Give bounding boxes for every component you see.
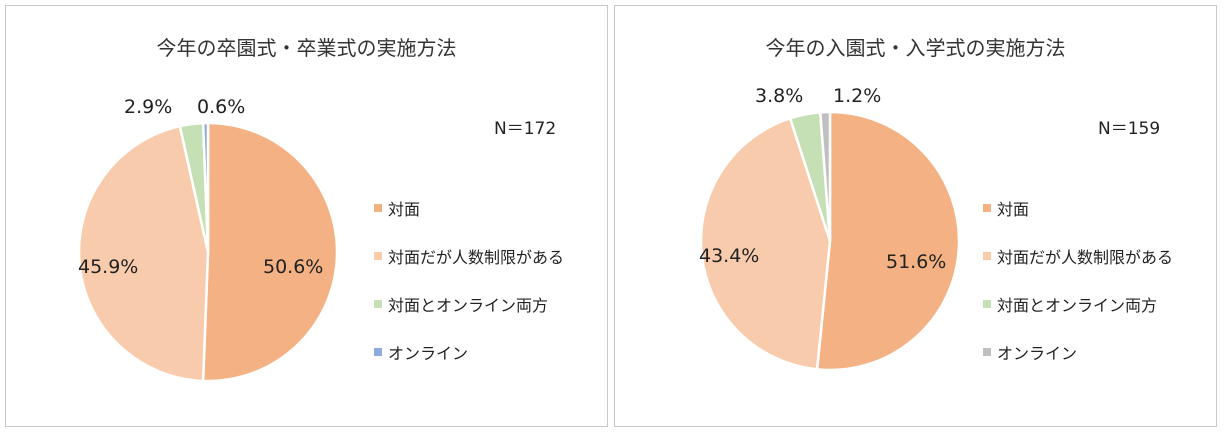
legend-label: 対面とオンライン両方 <box>997 296 1158 315</box>
legend-swatch <box>374 348 382 356</box>
legend-item-in-person: 対面 <box>983 184 1173 232</box>
legend-item-online: オンライン <box>374 328 564 376</box>
legend-item-hybrid: 対面とオンライン両方 <box>983 280 1173 328</box>
chart-panel-graduation: 今年の卒園式・卒業式の実施方法 N＝172 50.6% 45.9% 2.9% 0.6%… <box>5 5 608 427</box>
chart-title: 今年の入園式・入学式の実施方法 <box>765 36 1066 60</box>
slice-online <box>201 121 210 253</box>
data-label-in-person: 51.6% <box>886 251 946 273</box>
slice-in-person <box>815 110 961 372</box>
legend-swatch <box>983 204 991 212</box>
legend: 対面 対面だが人数制限がある 対面とオンライン両方 オンライン <box>374 184 564 376</box>
legend-swatch <box>983 348 991 356</box>
data-label-hybrid: 3.8% <box>755 85 803 107</box>
legend-swatch <box>374 300 382 308</box>
slice-in-person-limited <box>699 116 832 371</box>
legend-swatch <box>374 204 382 212</box>
pie-chart: 51.6% 43.4% 3.8% 1.2% <box>699 85 961 372</box>
legend-label: オンライン <box>997 344 1078 363</box>
data-label-in-person: 50.6% <box>263 256 323 278</box>
legend-label: 対面だが人数制限がある <box>997 248 1174 267</box>
slice-in-person-limited <box>77 124 210 383</box>
data-label-hybrid: 2.9% <box>124 96 172 118</box>
legend-item-online: オンライン <box>983 328 1173 376</box>
chart-panel-entrance: 今年の入園式・入学式の実施方法 N＝159 51.6% 43.4% 3.8% 1.2%… <box>614 5 1217 427</box>
legend-label: 対面とオンライン両方 <box>388 296 549 315</box>
data-label-in-person-limited: 43.4% <box>699 245 759 267</box>
legend-swatch <box>983 252 991 260</box>
data-label-online: 0.6% <box>197 96 245 118</box>
data-label-in-person-limited: 45.9% <box>78 256 138 278</box>
sample-size-label: N＝159 <box>1098 119 1161 139</box>
legend: 対面 対面だが人数制限がある 対面とオンライン両方 オンライン <box>983 184 1173 376</box>
legend-item-hybrid: 対面とオンライン両方 <box>374 280 564 328</box>
legend-label: 対面だが人数制限がある <box>388 248 565 267</box>
sample-size-label: N＝172 <box>494 119 557 139</box>
legend-label: 対面 <box>388 200 421 219</box>
pie-chart: 50.6% 45.9% 2.9% 0.6% <box>77 96 339 383</box>
legend-label: オンライン <box>388 344 469 363</box>
legend-swatch <box>374 252 382 260</box>
legend-label: 対面 <box>997 200 1030 219</box>
data-label-online: 1.2% <box>833 85 881 107</box>
slice-in-person <box>201 121 339 383</box>
legend-item-in-person-limited: 対面だが人数制限がある <box>374 232 564 280</box>
legend-item-in-person-limited: 対面だが人数制限がある <box>983 232 1173 280</box>
legend-swatch <box>983 300 991 308</box>
legend-item-in-person: 対面 <box>374 184 564 232</box>
slice-online <box>818 110 832 242</box>
chart-title: 今年の卒園式・卒業式の実施方法 <box>156 36 457 60</box>
